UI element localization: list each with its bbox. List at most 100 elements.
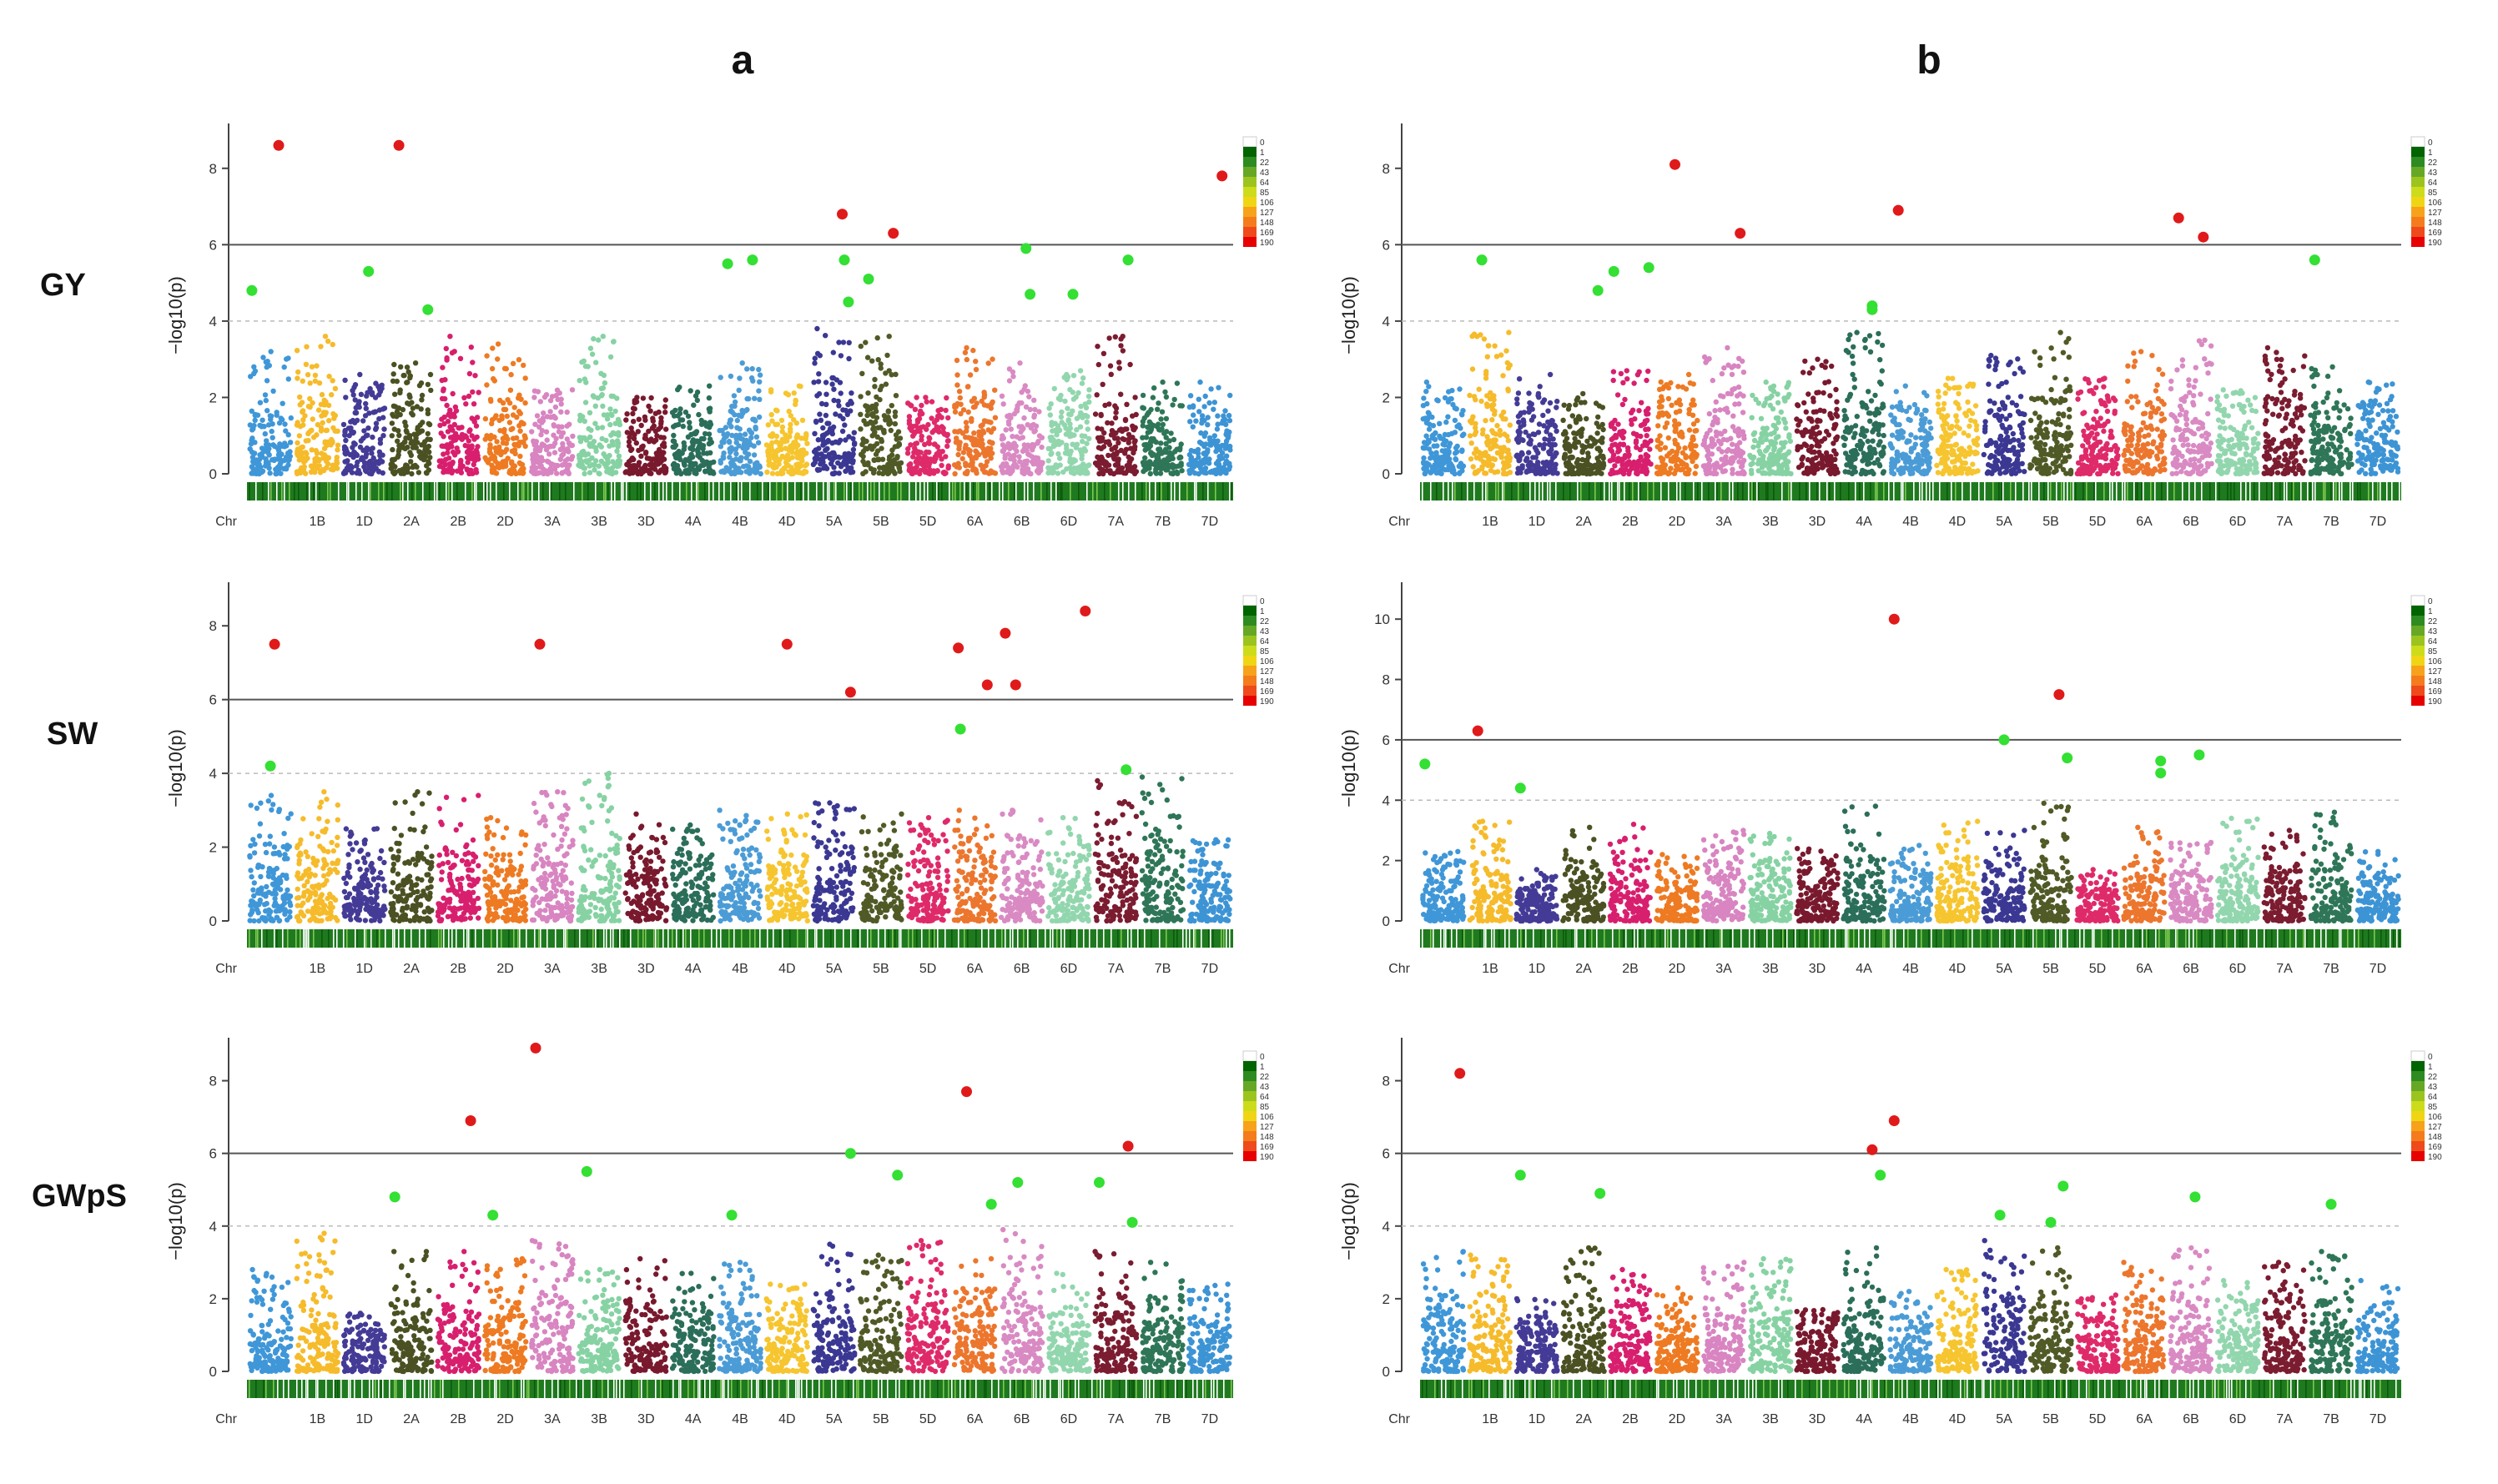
snp-point: [783, 445, 788, 451]
snp-point: [863, 403, 869, 409]
snp-point: [1026, 470, 1032, 475]
snp-point: [1850, 360, 1856, 366]
snp-point: [703, 423, 709, 429]
snp-point: [1121, 436, 1127, 443]
column-label-b: b: [1916, 38, 1941, 83]
snp-point: [1223, 421, 1229, 428]
snp-point: [1548, 462, 1554, 468]
snp-point: [964, 469, 970, 475]
snp-point: [1750, 460, 1755, 466]
snp-point: [1018, 429, 1024, 435]
snp-point: [890, 468, 897, 475]
snp-point: [818, 417, 824, 423]
snp-point: [1420, 445, 1427, 450]
snp-point: [929, 399, 935, 405]
snp-point: [969, 418, 975, 425]
snp-point: [1421, 460, 1427, 466]
snp-point: [1721, 365, 1727, 371]
snp-point: [488, 398, 494, 405]
snp-point: [532, 454, 539, 460]
snp-point: [1629, 417, 1634, 423]
snp-point: [1084, 440, 1090, 446]
density-strip-tick: [587, 482, 589, 501]
snp-point: [837, 380, 844, 385]
snp-point: [1636, 408, 1642, 414]
snp-point: [552, 440, 558, 446]
snp-point: [1452, 405, 1458, 411]
density-strip-tick: [1222, 482, 1224, 501]
snp-point: [745, 451, 751, 457]
snp-point: [358, 438, 364, 444]
snp-point: [766, 458, 772, 464]
snp-point: [998, 464, 1005, 470]
snp-point: [248, 440, 254, 447]
snp-point: [1849, 353, 1856, 360]
snp-point: [535, 389, 541, 395]
snp-point: [1002, 455, 1008, 461]
snp-point: [1811, 395, 1816, 401]
snp-point: [1514, 400, 1520, 407]
snp-point: [751, 452, 758, 458]
snp-point: [1059, 440, 1065, 445]
snp-point: [1595, 414, 1601, 420]
snp-point: [954, 382, 960, 388]
density-strip-tick: [932, 482, 934, 501]
snp-point: [1126, 431, 1132, 438]
snp-point: [1855, 442, 1861, 449]
snp-point: [728, 417, 734, 423]
snp-point: [929, 415, 934, 421]
snp-point: [1516, 428, 1522, 434]
snp-point: [846, 355, 852, 362]
snp-point: [438, 430, 444, 436]
snp-point: [1829, 415, 1835, 421]
snp-point: [1534, 447, 1539, 453]
legend-label: 43: [1260, 169, 1270, 178]
snp-point: [1722, 406, 1728, 412]
snp-point: [1016, 454, 1022, 460]
snp-point: [423, 470, 430, 475]
snp-point: [364, 445, 370, 451]
snp-point: [1784, 465, 1790, 471]
snp-point: [872, 376, 878, 383]
snp-point: [547, 409, 553, 415]
snp-point: [270, 388, 276, 394]
snp-point: [812, 430, 818, 436]
snp-point: [656, 470, 662, 475]
snp-point: [284, 454, 290, 460]
snp-point: [1079, 455, 1085, 461]
snp-point: [1620, 380, 1626, 385]
snp-point: [1823, 359, 1829, 365]
snp-point: [1116, 440, 1121, 445]
snp-point: [769, 440, 775, 446]
density-strip-tick: [429, 482, 431, 501]
snp-point: [718, 469, 724, 475]
snp-point: [452, 452, 458, 458]
density-strip-tick: [976, 482, 978, 501]
snp-point: [736, 387, 742, 393]
snp-point: [798, 384, 803, 390]
snp-point: [329, 392, 335, 398]
snp-point: [552, 404, 559, 410]
snp-point: [1709, 451, 1715, 457]
snp-point: [1573, 445, 1579, 450]
snp-point: [458, 457, 464, 464]
snp-point: [1719, 370, 1725, 377]
snp-point: [1637, 462, 1643, 468]
snp-point: [631, 419, 637, 425]
snp-point: [757, 396, 763, 402]
snp-point: [1639, 400, 1644, 405]
snp-point: [1489, 428, 1495, 434]
snp-point: [1498, 455, 1505, 460]
snp-point: [295, 369, 301, 375]
snp-point: [677, 406, 683, 412]
snp-point: [1132, 425, 1138, 430]
snp-point: [956, 389, 963, 395]
snp-point: [1703, 360, 1709, 365]
snp-point: [315, 407, 322, 413]
snp-point: [1703, 444, 1709, 450]
chr-tick-label-4B: 4B: [732, 515, 748, 529]
density-strip-tick: [1014, 482, 1015, 501]
snp-point: [1147, 440, 1154, 446]
snp-point: [579, 449, 585, 455]
snp-point: [409, 400, 415, 405]
